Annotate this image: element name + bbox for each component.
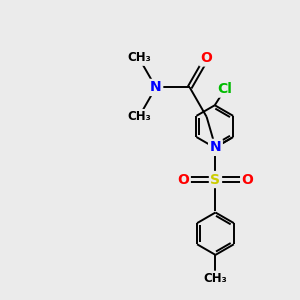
Text: CH₃: CH₃ (127, 52, 151, 64)
Text: O: O (201, 51, 213, 65)
Text: N: N (150, 80, 162, 94)
Text: N: N (210, 140, 221, 154)
Text: S: S (211, 172, 220, 187)
Text: O: O (177, 172, 189, 187)
Text: CH₃: CH₃ (204, 272, 227, 285)
Text: Cl: Cl (218, 82, 232, 96)
Text: O: O (242, 172, 254, 187)
Text: CH₃: CH₃ (127, 110, 151, 123)
